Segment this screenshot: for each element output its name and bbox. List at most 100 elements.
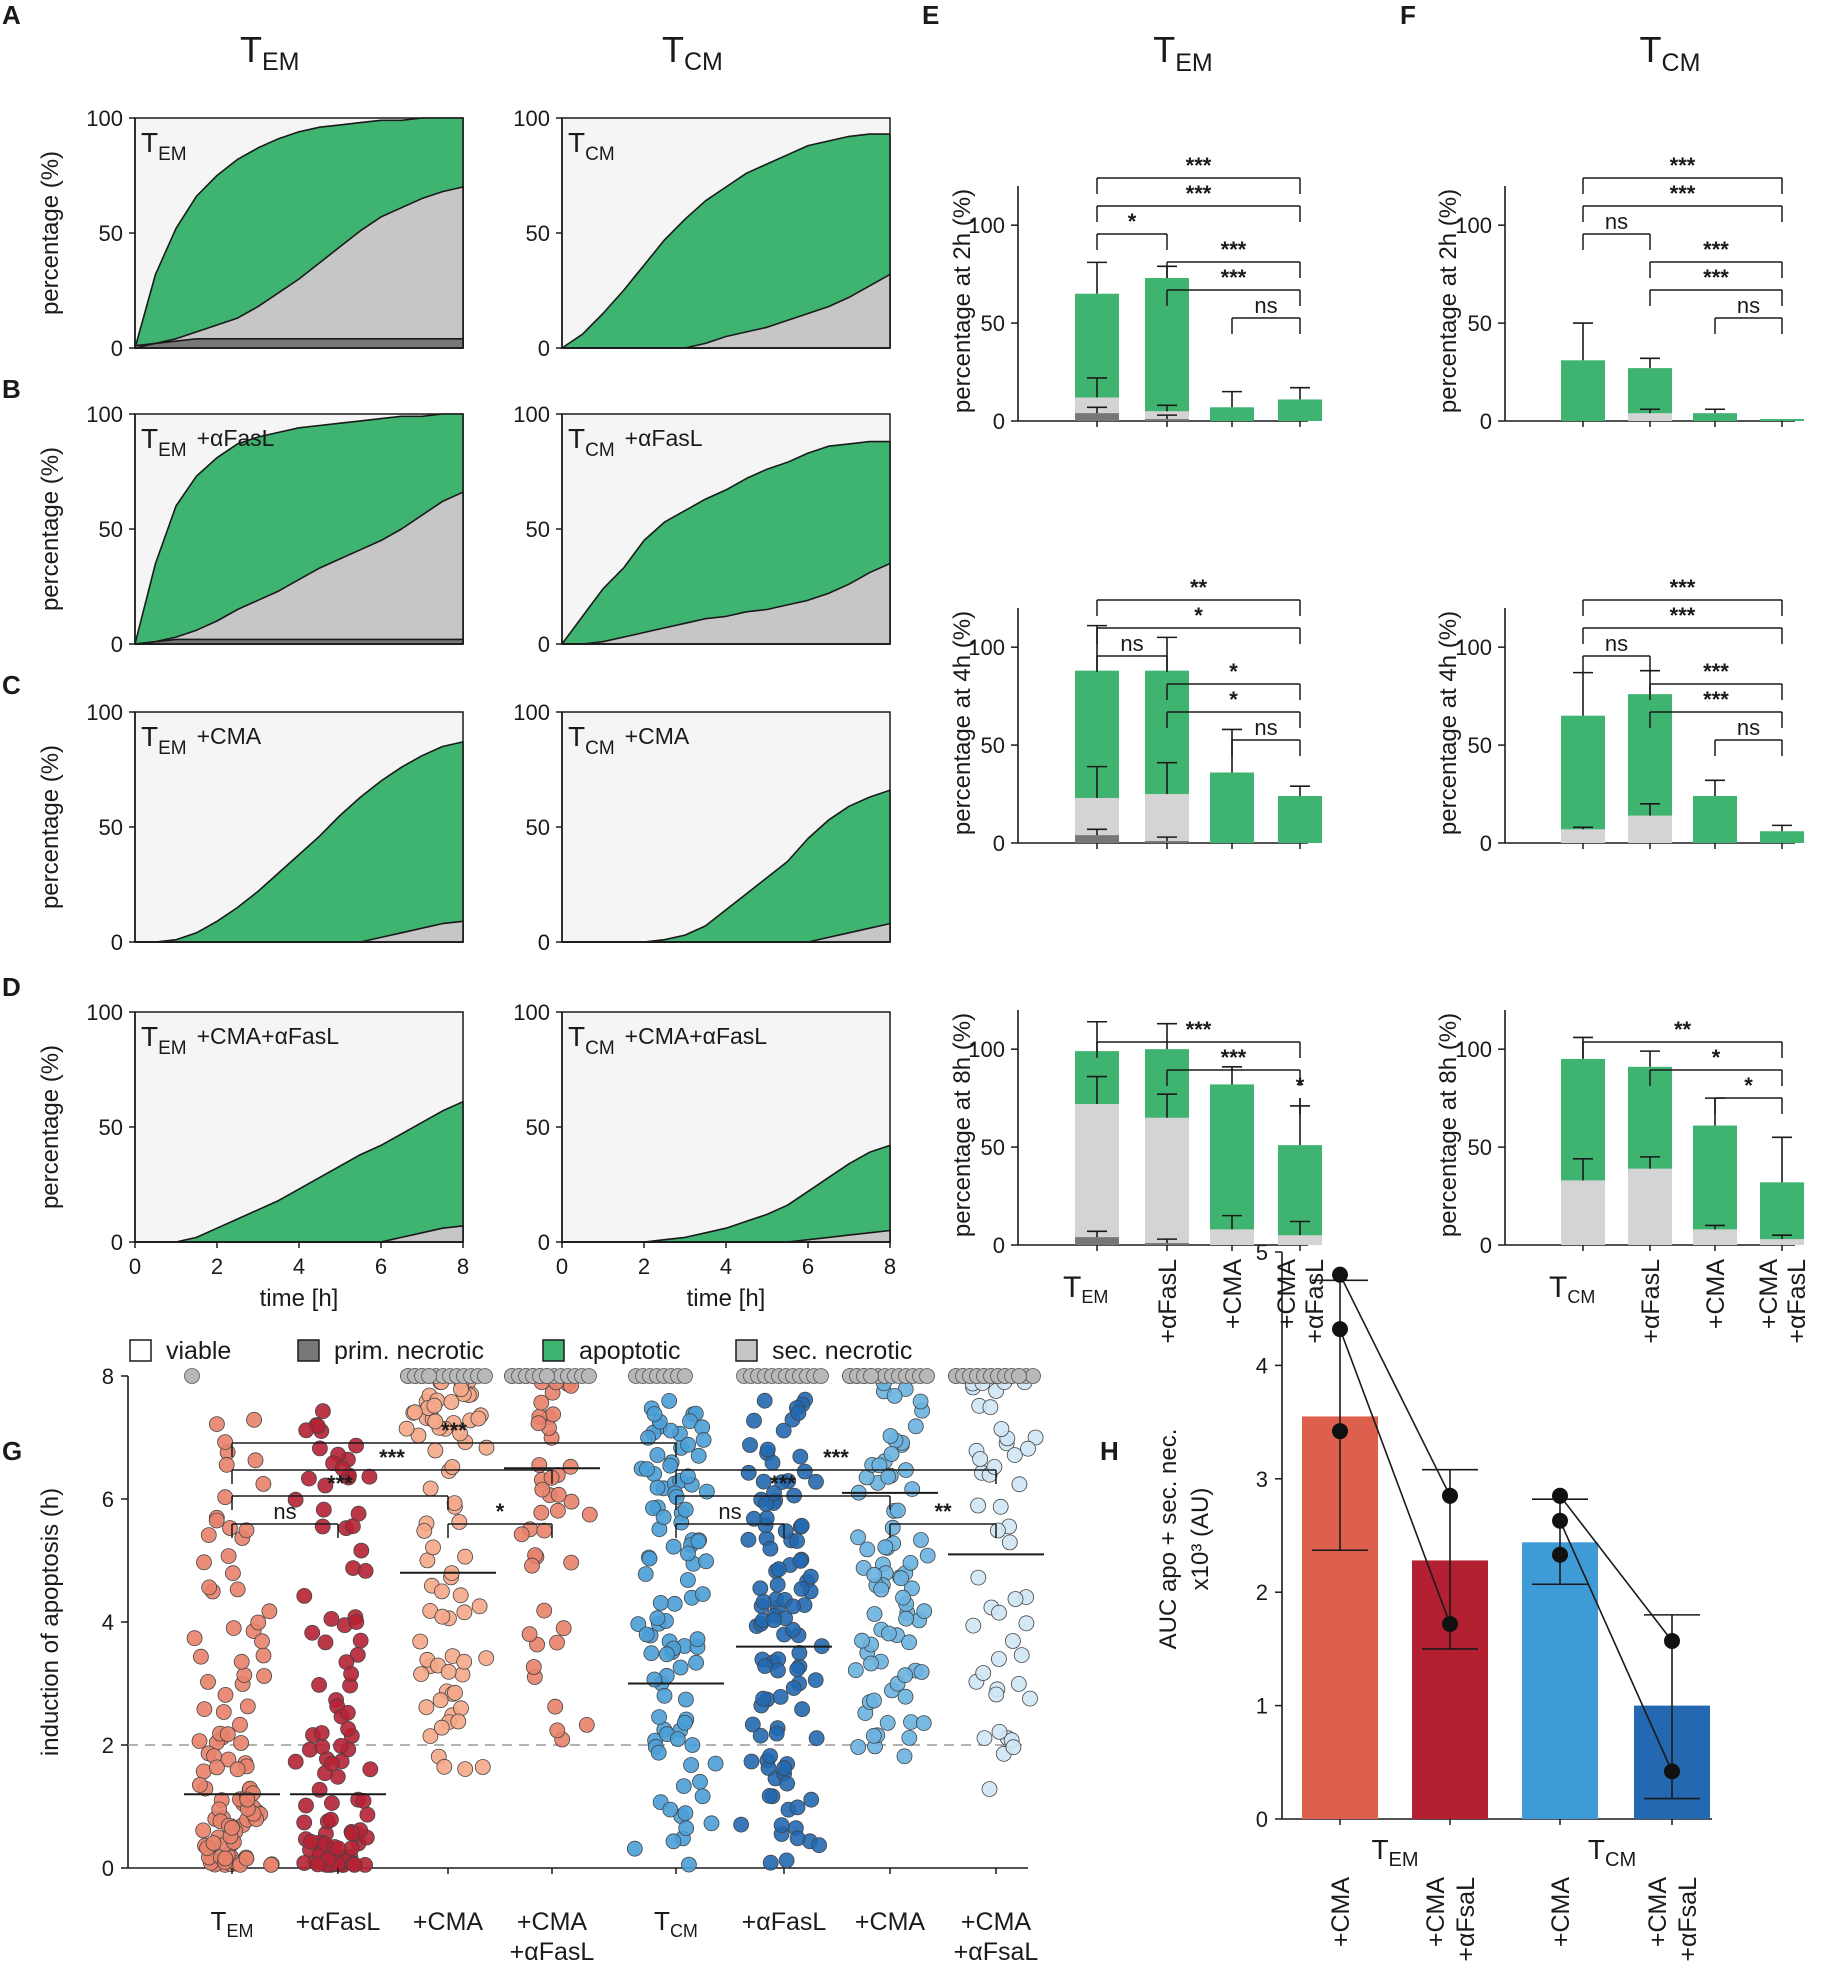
data-point: [982, 1399, 999, 1416]
x-tick-label: 0: [129, 1254, 141, 1279]
significance-label: ***: [327, 1471, 353, 1496]
bar-apoptotic: [1561, 715, 1605, 843]
data-point: [662, 1422, 679, 1439]
significance-label: *: [1712, 1045, 1721, 1070]
data-point: [239, 1791, 256, 1808]
data-point: [521, 1626, 538, 1643]
data-point: [859, 1541, 876, 1558]
data-point: [746, 1412, 762, 1429]
data-point: [1010, 1676, 1027, 1692]
data-point: [992, 1498, 1009, 1515]
bar-sec-necrotic: [1145, 1117, 1189, 1245]
data-point: [433, 1583, 450, 1600]
data-point: [746, 1510, 762, 1527]
data-point: [675, 1778, 692, 1794]
significance-label: ***: [823, 1445, 849, 1470]
data-point: [436, 1758, 453, 1775]
category-label: +αFasL: [1301, 1259, 1329, 1344]
data-point: [755, 1473, 772, 1490]
data-point: [200, 1674, 216, 1690]
data-point: [659, 1646, 675, 1663]
data-point: [1664, 1632, 1680, 1649]
data-point: [866, 1692, 882, 1709]
data-point: [186, 1630, 203, 1647]
y-tick-label: 100: [513, 700, 550, 725]
pair-line: [1339, 1328, 1451, 1625]
y-tick-label: 8: [102, 1364, 114, 1389]
group-label: +αFasL: [510, 1938, 595, 1966]
y-tick-label: 100: [513, 1000, 550, 1025]
data-point: [637, 1566, 654, 1582]
panel-letter-b: B: [2, 374, 21, 404]
x-tick-label: 6: [375, 1254, 387, 1279]
data-point: [427, 1413, 444, 1430]
sec-necrotic-area: [134, 491, 464, 645]
y-tick-label: 0: [111, 1230, 123, 1255]
data-point: [513, 1526, 530, 1543]
area-charts: 0 50 100 percentage (%) TEM 0 50 100 TCM 0 50 100 pe…: [37, 106, 896, 1312]
data-point: [446, 1495, 463, 1511]
y-tick-label: 0: [538, 1230, 550, 1255]
data-point: [772, 1689, 789, 1705]
data-point: [300, 1470, 317, 1487]
data-point: [762, 1854, 779, 1871]
condition-label: TCM +αFasL: [568, 423, 703, 461]
x-axis-label: time [h]: [260, 1285, 339, 1312]
panel-title: TCM: [1640, 29, 1701, 77]
y-tick-label: 6: [102, 1487, 114, 1512]
y-tick-label: 0: [993, 409, 1005, 434]
legend: viable prim. necrotic apoptotic sec. nec…: [129, 1337, 912, 1365]
y-tick-label: 0: [1480, 409, 1492, 434]
y-tick-label: 50: [1468, 311, 1492, 336]
bar-apoptotic: [1693, 413, 1737, 421]
data-point: [524, 1557, 540, 1574]
data-point: [646, 1406, 663, 1422]
data-point: [416, 1523, 433, 1539]
data-point: [902, 1555, 919, 1571]
data-point: [762, 1748, 778, 1764]
data-point: [352, 1632, 369, 1649]
category-label: +CMA: [1219, 1259, 1247, 1329]
data-point: [1005, 1739, 1022, 1756]
y-tick-label: 100: [86, 1000, 123, 1025]
panel-letter-c: C: [2, 670, 21, 700]
data-point: [534, 1481, 551, 1498]
data-point: [649, 1610, 666, 1627]
data-point: [191, 1733, 208, 1749]
category-label: +CMA: [1422, 1877, 1450, 1947]
data-point: [669, 1731, 686, 1747]
data-point: [330, 1840, 347, 1857]
significance-label: ns: [718, 1499, 741, 1524]
y-tick-label: 0: [111, 930, 123, 955]
data-point: [694, 1586, 711, 1602]
apoptotic-area: [561, 440, 891, 645]
data-point: [991, 1651, 1007, 1667]
column-titles: TEM TCM: [240, 29, 723, 76]
y-tick-label: 0: [538, 336, 550, 361]
y-tick-label: 100: [86, 402, 123, 427]
y-axis-label-line1: AUC apo + sec. nec.: [1155, 1429, 1182, 1650]
data-point: [986, 1459, 1003, 1475]
y-tick-label: 0: [111, 336, 123, 361]
data-point: [752, 1580, 769, 1597]
significance-label: **: [934, 1499, 952, 1524]
data-point: [965, 1617, 982, 1634]
legend-swatch-viable: [129, 1339, 152, 1362]
data-point: [453, 1700, 469, 1717]
significance-label: ns: [1605, 209, 1628, 234]
data-point: [790, 1405, 807, 1421]
data-point: [680, 1468, 696, 1485]
data-point: [808, 1473, 824, 1490]
data-point: [457, 1548, 474, 1565]
bar-apoptotic: [1278, 796, 1322, 843]
legend-swatch-sec-necrotic: [735, 1339, 758, 1362]
significance-label: ***: [1186, 153, 1212, 178]
data-point: [1022, 1690, 1038, 1707]
category-label: +αFasL: [1154, 1259, 1182, 1344]
condition-label: TEM +αFasL: [141, 423, 275, 461]
legend-swatch-apoptotic: [542, 1339, 565, 1362]
panel-letters: A B C D E F G H: [2, 0, 1416, 1466]
data-point: [440, 1663, 457, 1680]
significance-label: **: [1190, 575, 1208, 600]
data-point: [904, 1481, 921, 1497]
